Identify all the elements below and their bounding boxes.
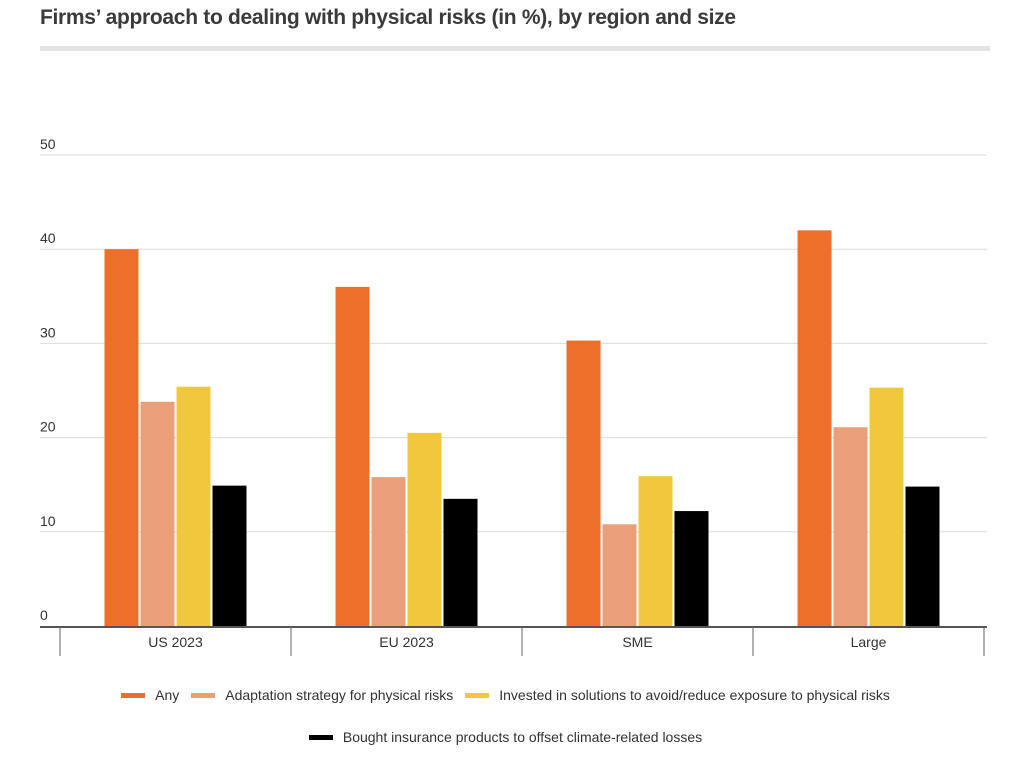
bar-large-series-1[interactable] <box>833 427 868 626</box>
legend-item-any[interactable]: Any <box>121 687 179 703</box>
bar-eu-2023-series-1[interactable] <box>371 477 406 626</box>
bar-us-2023-series-1[interactable] <box>140 401 175 626</box>
legend-label: Invested in solutions to avoid/reduce ex… <box>499 687 890 703</box>
bar-sme-series-0[interactable] <box>566 340 601 626</box>
x-tick-label: Large <box>851 634 887 650</box>
legend-label: Any <box>155 687 180 703</box>
y-tick-label: 0 <box>40 607 48 623</box>
legend-swatch-insurance <box>308 734 333 740</box>
bar-sme-series-3[interactable] <box>674 511 709 626</box>
x-tick-label: EU 2023 <box>379 634 434 650</box>
y-tick-label: 50 <box>40 136 56 152</box>
x-tick-label: SME <box>622 634 652 650</box>
y-axis-ticks: 0 10 20 30 40 50 <box>40 136 56 623</box>
y-tick-label: 20 <box>40 419 56 435</box>
legend-item-adaptation[interactable]: Adaptation strategy for physical risks <box>191 687 453 703</box>
legend-swatch-adaptation <box>191 692 216 698</box>
bar-eu-2023-series-0[interactable] <box>335 286 370 626</box>
title-divider <box>40 46 990 51</box>
legend-row-1: Any Adaptation strategy for physical ris… <box>0 687 1011 703</box>
bar-eu-2023-series-2[interactable] <box>407 432 442 626</box>
bars <box>104 230 940 627</box>
bar-us-2023-series-3[interactable] <box>212 485 247 626</box>
x-tick-label: US 2023 <box>148 634 203 650</box>
legend-swatch-any <box>121 692 146 698</box>
legend-label: Adaptation strategy for physical risks <box>225 687 454 703</box>
bar-large-series-2[interactable] <box>869 387 904 626</box>
bar-large-series-0[interactable] <box>797 230 832 627</box>
legend-label: Bought insurance products to offset clim… <box>342 729 703 745</box>
bar-us-2023-series-0[interactable] <box>104 249 139 626</box>
legend-item-insurance[interactable]: Bought insurance products to offset clim… <box>308 729 703 745</box>
legend-swatch-invested <box>465 692 490 698</box>
chart-title: Firms’ approach to dealing with physical… <box>40 6 736 29</box>
bar-chart: 0 10 20 30 40 50 US 2023 EU 2023 SME Large <box>40 136 987 656</box>
bar-large-series-3[interactable] <box>905 486 940 626</box>
bar-eu-2023-series-3[interactable] <box>443 498 478 626</box>
y-tick-label: 10 <box>40 513 56 529</box>
bar-sme-series-2[interactable] <box>638 476 673 626</box>
legend-item-invested[interactable]: Invested in solutions to avoid/reduce ex… <box>465 687 890 703</box>
bar-us-2023-series-2[interactable] <box>176 386 211 626</box>
x-axis: US 2023 EU 2023 SME Large <box>40 626 987 656</box>
bar-sme-series-1[interactable] <box>602 524 637 626</box>
y-tick-label: 40 <box>40 230 56 246</box>
legend-row-2: Bought insurance products to offset clim… <box>0 729 1011 745</box>
y-tick-label: 30 <box>40 324 56 340</box>
